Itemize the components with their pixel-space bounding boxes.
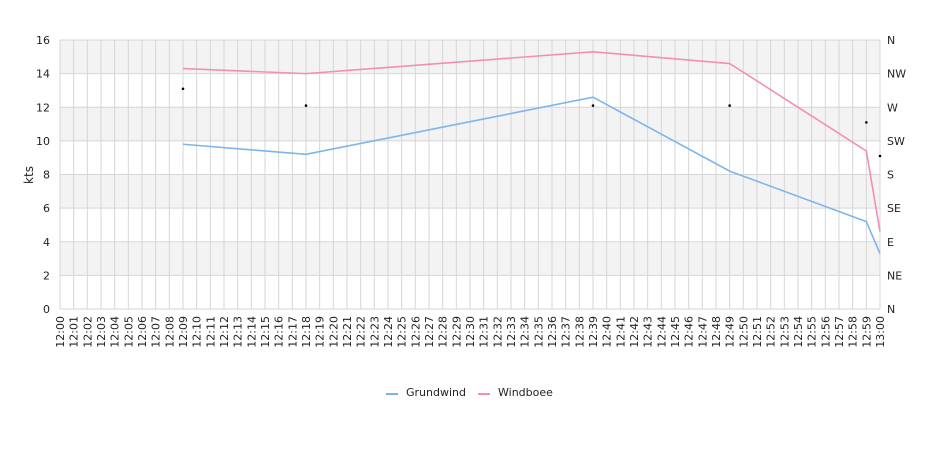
legend-label-windboee: Windboee bbox=[498, 386, 553, 399]
x-tick-label: 12:53 bbox=[778, 316, 791, 348]
x-tick-label: 12:01 bbox=[68, 316, 81, 348]
x-tick-label: 12:23 bbox=[368, 316, 381, 348]
x-tick-label: 12:50 bbox=[737, 316, 750, 348]
x-tick-label: 13:00 bbox=[874, 316, 887, 348]
series-line-grundwind bbox=[182, 96, 881, 254]
x-tick-label: 12:46 bbox=[683, 316, 696, 348]
x-tick-label: 12:58 bbox=[847, 316, 860, 348]
x-tick-label: 12:05 bbox=[122, 316, 135, 348]
x-tick-label: 12:27 bbox=[423, 316, 436, 348]
y-tick-label: 10 bbox=[36, 135, 50, 148]
x-tick-label: 12:17 bbox=[286, 316, 299, 348]
legend: Grundwind Windboee bbox=[386, 386, 553, 399]
y2-tick-label: E bbox=[887, 236, 894, 249]
x-tick-label: 12:37 bbox=[560, 316, 573, 348]
x-tick-label: 12:59 bbox=[860, 316, 873, 348]
x-tick-label: 12:40 bbox=[601, 316, 614, 348]
y-tick-label: 4 bbox=[43, 236, 50, 249]
x-tick-label: 12:54 bbox=[792, 316, 805, 348]
x-tick-label: 12:42 bbox=[628, 316, 641, 348]
y2-tick-label: W bbox=[887, 101, 898, 114]
y-tick-label: 14 bbox=[36, 68, 50, 81]
y-tick-label: 12 bbox=[36, 101, 50, 114]
horizontal-gridlines bbox=[60, 39, 880, 310]
x-tick-label: 12:16 bbox=[273, 316, 286, 348]
x-tick-label: 12:00 bbox=[54, 316, 67, 348]
y2-tick-label: SE bbox=[887, 202, 901, 215]
x-tick-label: 12:38 bbox=[573, 316, 586, 348]
y-tick-label: 0 bbox=[43, 303, 50, 316]
x-tick-label: 12:14 bbox=[245, 316, 258, 348]
x-tick-label: 12:52 bbox=[765, 316, 778, 348]
x-tick-label: 12:28 bbox=[437, 316, 450, 348]
y-axis-ticks: 0 2 4 6 8 10 12 14 16 bbox=[36, 34, 50, 316]
y-axis-label: kts bbox=[22, 166, 36, 184]
x-tick-label: 12:15 bbox=[259, 316, 272, 348]
x-tick-label: 12:34 bbox=[519, 316, 532, 348]
x-tick-label: 12:20 bbox=[327, 316, 340, 348]
direction-point bbox=[591, 104, 595, 107]
direction-points bbox=[181, 87, 882, 158]
x-tick-label: 12:55 bbox=[806, 316, 819, 348]
y-tick-label: 2 bbox=[43, 269, 50, 282]
x-tick-label: 12:47 bbox=[696, 316, 709, 348]
x-tick-label: 12:49 bbox=[724, 316, 737, 348]
x-tick-label: 12:56 bbox=[819, 316, 832, 348]
x-tick-label: 12:18 bbox=[300, 316, 313, 348]
y-tick-label: 8 bbox=[43, 169, 50, 182]
x-tick-label: 12:31 bbox=[478, 316, 491, 348]
x-tick-label: 12:07 bbox=[150, 316, 163, 348]
x-axis-ticks: 12:00 12:01 12:02 12:03 12:04 12:05 12:06 12:07… bbox=[54, 316, 887, 348]
x-tick-label: 12:48 bbox=[710, 316, 723, 348]
direction-point bbox=[728, 104, 731, 107]
y-tick-label: 6 bbox=[43, 202, 50, 215]
x-tick-label: 12:04 bbox=[109, 316, 122, 348]
x-tick-label: 12:41 bbox=[614, 316, 627, 348]
x-tick-label: 12:43 bbox=[642, 316, 655, 348]
x-tick-label: 12:33 bbox=[505, 316, 518, 348]
x-tick-label: 12:32 bbox=[491, 316, 504, 348]
x-tick-label: 12:12 bbox=[218, 316, 231, 348]
x-tick-label: 12:13 bbox=[232, 316, 245, 348]
y2-tick-label: SW bbox=[887, 135, 905, 148]
x-tick-label: 12:11 bbox=[204, 316, 217, 348]
x-tick-label: 12:45 bbox=[669, 316, 682, 348]
x-tick-label: 12:19 bbox=[314, 316, 327, 348]
direction-point bbox=[865, 121, 868, 124]
x-tick-label: 12:44 bbox=[655, 316, 668, 348]
x-tick-label: 12:29 bbox=[450, 316, 463, 348]
y2-tick-label: N bbox=[887, 303, 895, 316]
y2-axis-ticks: N NE E SE S SW W NW N bbox=[887, 34, 906, 316]
x-tick-label: 12:51 bbox=[751, 316, 764, 348]
x-tick-label: 12:02 bbox=[81, 316, 94, 348]
x-tick-label: 12:57 bbox=[833, 316, 846, 348]
legend-label-grundwind: Grundwind bbox=[406, 386, 466, 399]
x-tick-label: 12:39 bbox=[587, 316, 600, 348]
x-tick-label: 12:10 bbox=[191, 316, 204, 348]
x-tick-label: 12:36 bbox=[546, 316, 559, 348]
series-line-windboee bbox=[182, 50, 881, 232]
y2-tick-label: S bbox=[887, 169, 894, 182]
x-tick-label: 12:21 bbox=[341, 316, 354, 348]
x-tick-label: 12:25 bbox=[396, 316, 409, 348]
direction-point bbox=[304, 104, 308, 107]
x-tick-label: 12:24 bbox=[382, 316, 395, 348]
direction-point bbox=[878, 154, 882, 158]
x-tick-label: 12:08 bbox=[163, 316, 176, 348]
y2-tick-label: NE bbox=[887, 269, 902, 282]
x-tick-label: 12:22 bbox=[355, 316, 368, 348]
x-tick-label: 12:06 bbox=[136, 316, 149, 348]
y2-tick-label: N bbox=[887, 34, 895, 47]
x-tick-label: 12:35 bbox=[532, 316, 545, 348]
x-tick-label: 12:03 bbox=[95, 316, 108, 348]
x-tick-label: 12:26 bbox=[409, 316, 422, 348]
y-tick-label: 16 bbox=[36, 34, 50, 47]
x-tick-label: 12:09 bbox=[177, 316, 190, 348]
direction-point bbox=[181, 87, 185, 91]
y2-tick-label: NW bbox=[887, 68, 906, 81]
x-tick-label: 12:30 bbox=[464, 316, 477, 348]
series-lines bbox=[182, 50, 881, 254]
